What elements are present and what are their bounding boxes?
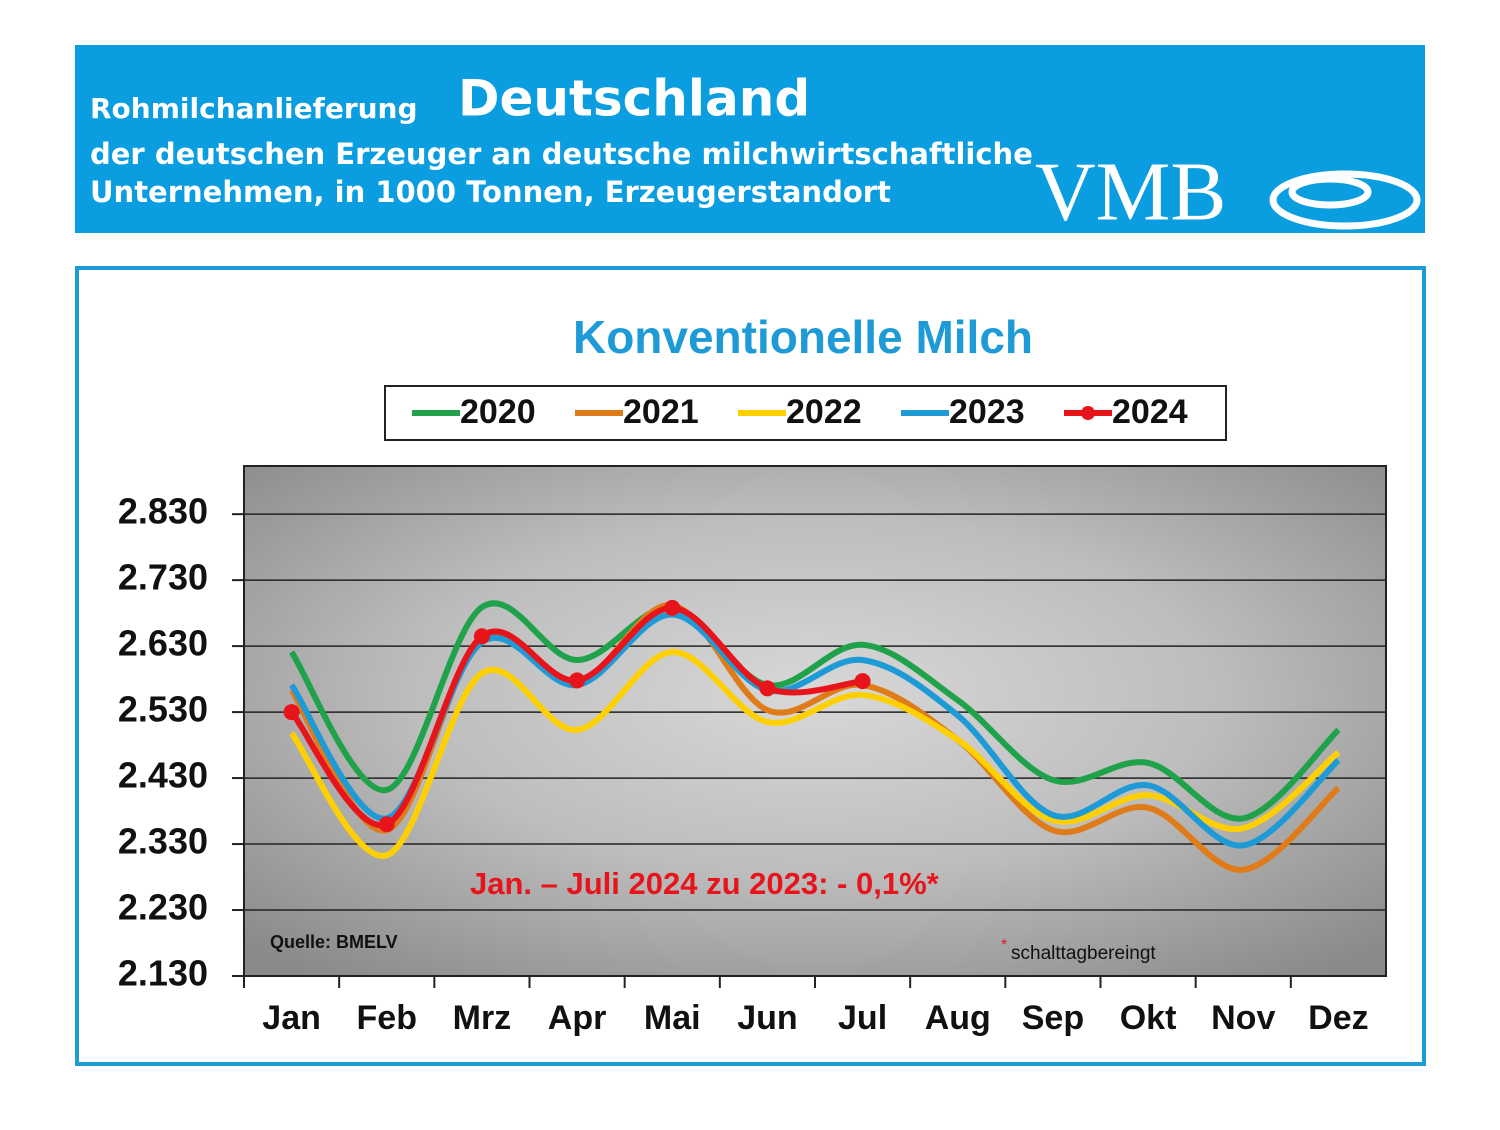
series-marker: [664, 599, 681, 616]
x-tick-label: Mai: [644, 999, 701, 1037]
x-tick-label: Jul: [838, 999, 887, 1037]
y-tick-label: 2.230: [118, 887, 208, 928]
y-tick-label: 2.530: [118, 689, 208, 730]
y-tick-label: 2.330: [118, 821, 208, 862]
header-band: [75, 45, 1425, 233]
x-tick-label: Okt: [1120, 999, 1177, 1037]
header-line1: Rohmilchanlieferung: [90, 92, 418, 125]
header-title: Deutschland: [458, 70, 810, 128]
y-tick-label: 2.730: [118, 557, 208, 598]
series-line: [289, 600, 1341, 822]
x-tick-label: Sep: [1022, 999, 1084, 1037]
x-tick-label: Jun: [737, 999, 797, 1037]
logo-swoosh: [1269, 170, 1421, 230]
y-tick-label: 2.630: [118, 623, 208, 664]
y-tick-label: 2.830: [118, 491, 208, 532]
series-marker: [854, 673, 871, 690]
legend-marker: [1081, 406, 1095, 420]
series-marker: [473, 628, 490, 645]
annotation: Jan. – Juli 2024 zu 2023: - 0,1%*: [470, 866, 940, 901]
legend-label: 2021: [623, 393, 699, 431]
series-line: [289, 649, 1341, 859]
x-tick-label: Apr: [548, 999, 607, 1037]
legend-label: 2022: [786, 393, 862, 431]
series-marker: [283, 704, 300, 721]
source: Quelle: BMELV: [270, 932, 398, 952]
series-marker: [378, 816, 395, 833]
note-marker: *: [1001, 937, 1007, 954]
header-logo: VMB: [1035, 145, 1226, 238]
x-tick-label: Nov: [1211, 999, 1275, 1037]
series-marker: [569, 672, 586, 689]
plot-area: [243, 465, 1387, 977]
x-tick-label: Aug: [925, 999, 991, 1037]
x-tick-label: Dez: [1308, 999, 1368, 1037]
y-tick-label: 2.130: [118, 953, 208, 994]
header-line3: Unternehmen, in 1000 Tonnen, Erzeugersta…: [90, 175, 891, 209]
legend-label: 2020: [460, 393, 536, 431]
header-line2: der deutschen Erzeuger an deutsche milch…: [90, 137, 1033, 171]
x-tick-label: Mrz: [453, 999, 512, 1037]
chart-title: Konventionelle Milch: [573, 311, 1033, 363]
legend-label: 2023: [949, 393, 1025, 431]
y-tick-label: 2.430: [118, 755, 208, 796]
x-tick-label: Feb: [357, 999, 417, 1037]
legend-label: 2024: [1112, 393, 1188, 431]
series-marker: [759, 680, 776, 697]
x-tick-label: Jan: [262, 999, 321, 1037]
note: schalttagbereingt: [1011, 943, 1156, 964]
